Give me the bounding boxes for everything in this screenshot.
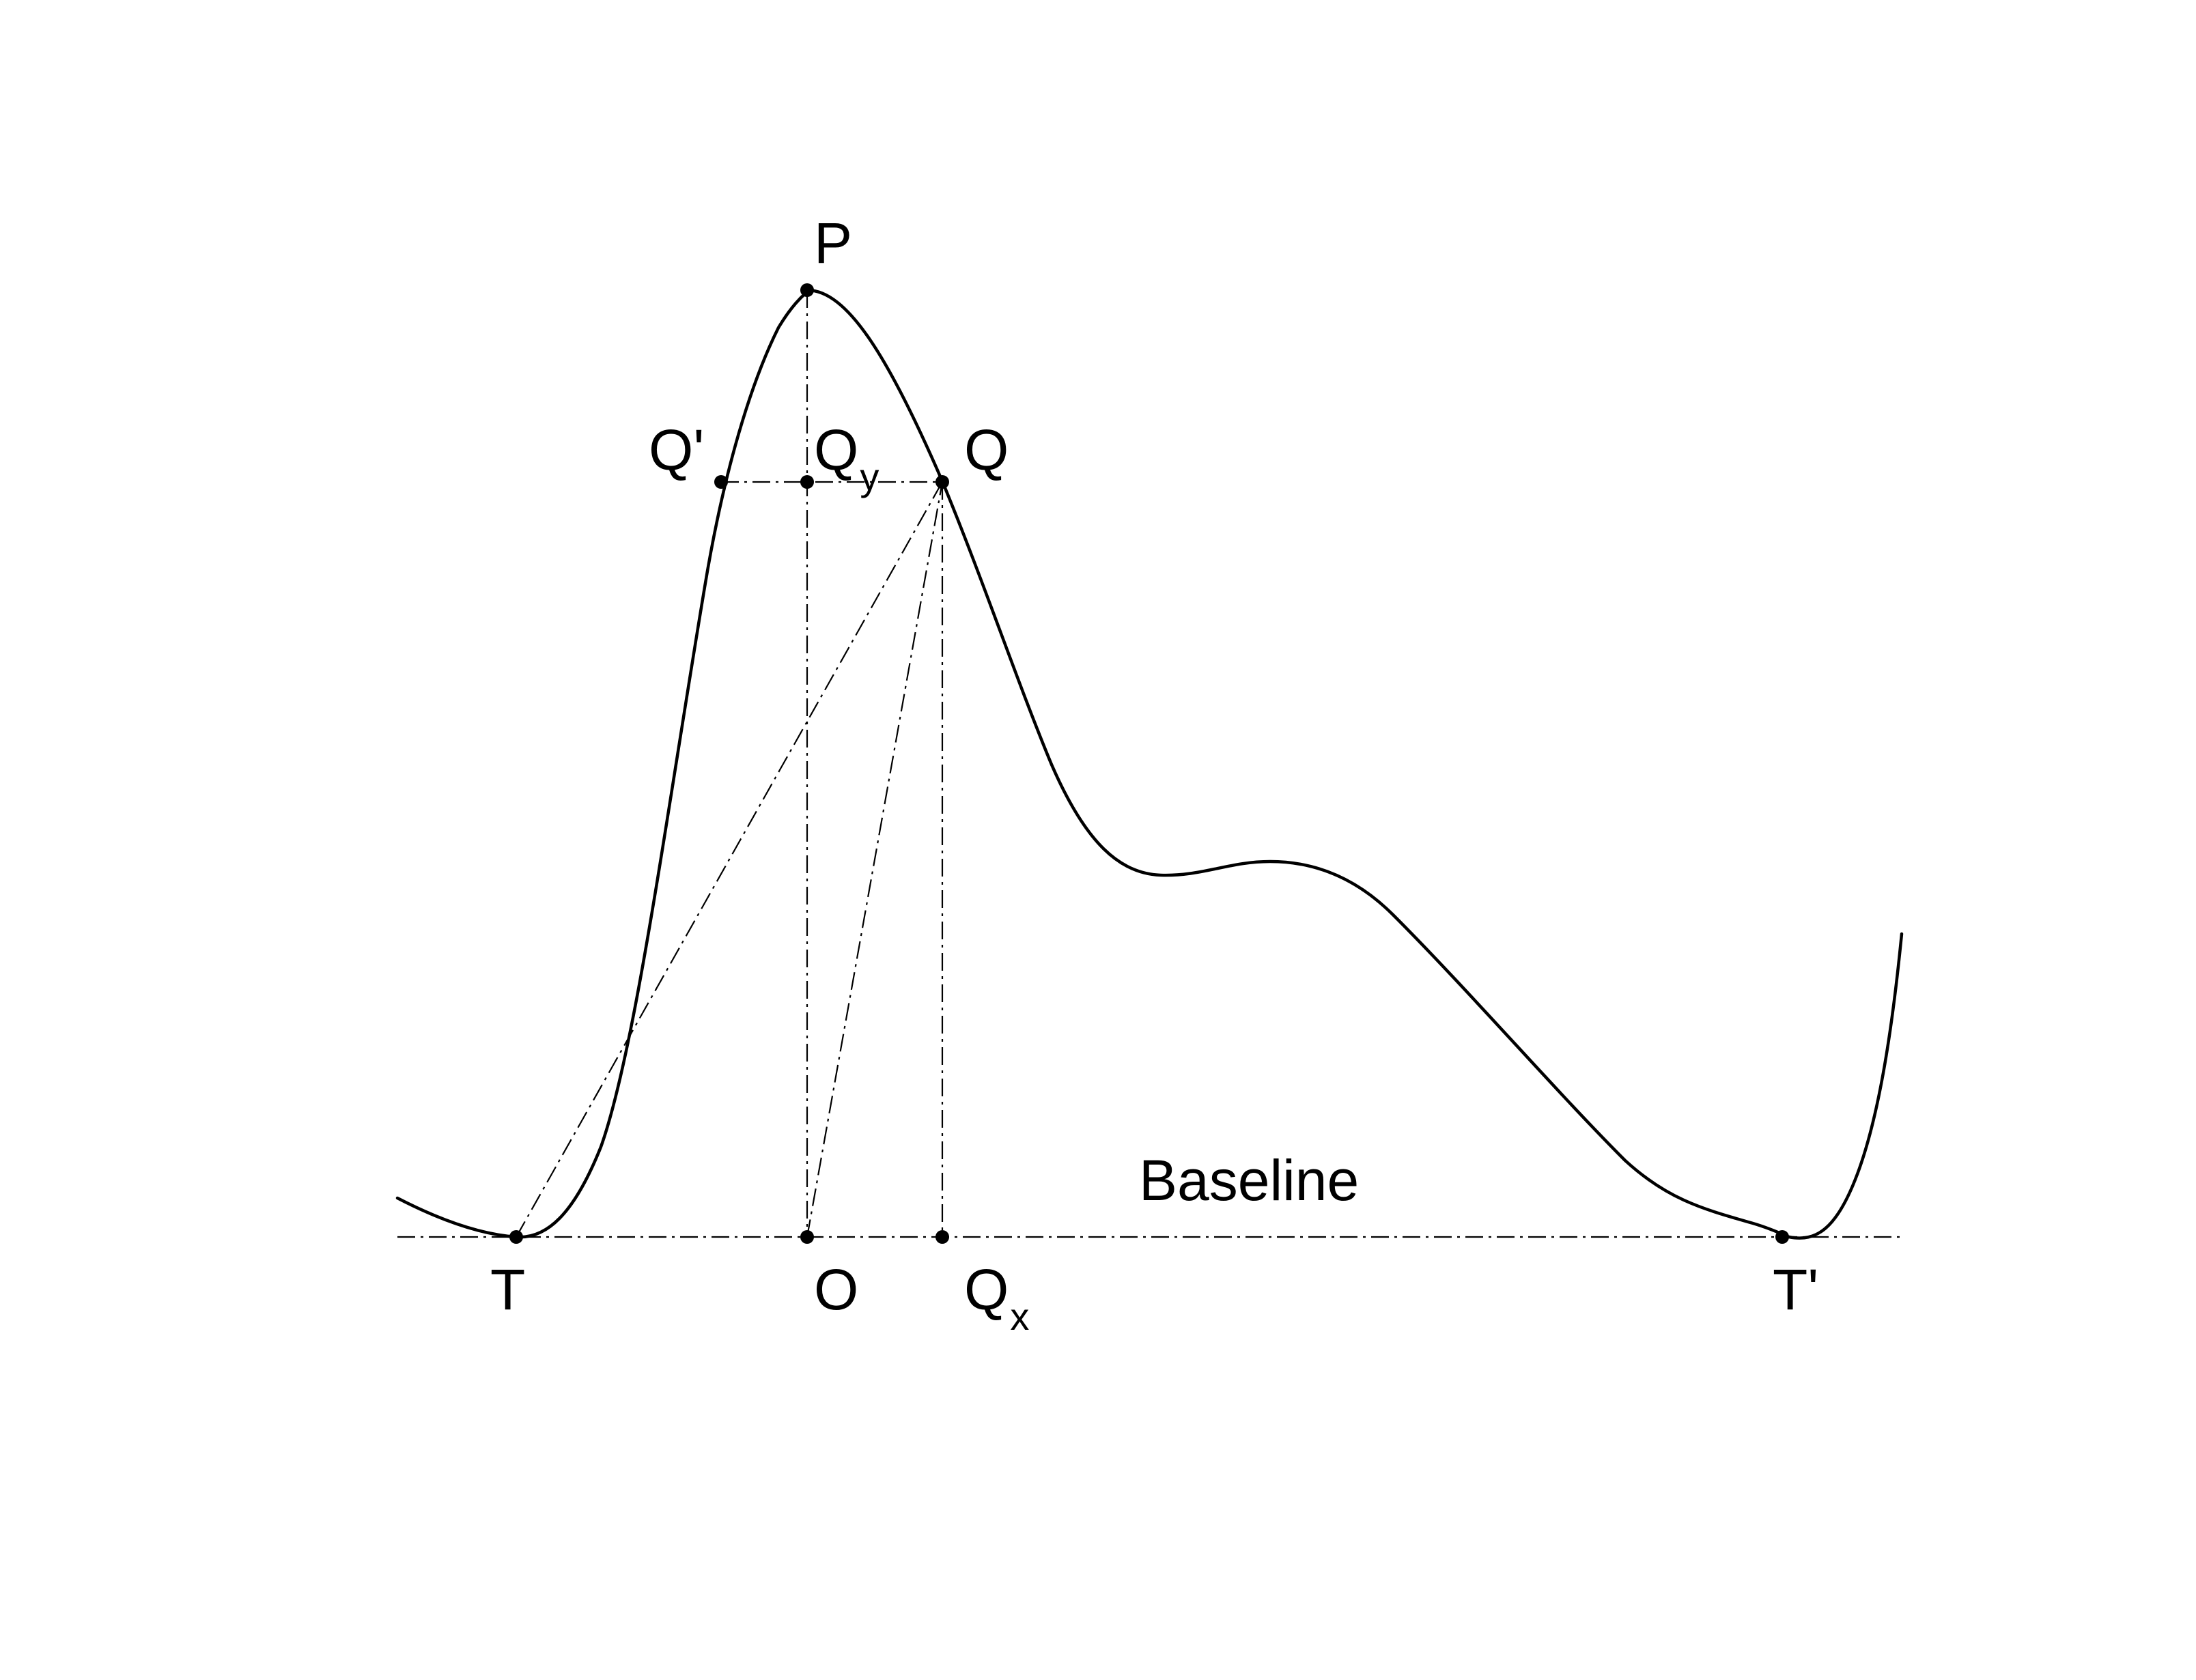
point-o [800,1230,814,1244]
label-p: P [814,211,852,275]
label-q: Q [964,418,1009,482]
label-t-prime: T' [1773,1257,1818,1322]
point-t-prime [1775,1230,1789,1244]
label-q-prime: Q' [649,418,704,482]
label-o: O [814,1257,858,1322]
point-q-x [935,1230,949,1244]
point-q [935,475,949,489]
point-t [509,1230,523,1244]
point-p [800,283,814,297]
label-q-y: Qy [814,418,879,498]
label-q-x: Qx [964,1257,1029,1338]
label-q-x-sub: x [1010,1295,1029,1338]
label-q-y-sub: y [860,455,879,498]
point-q-prime [714,475,728,489]
label-t: T [490,1257,525,1322]
label-baseline: Baseline [1139,1148,1359,1212]
label-q-x-main: Q [964,1257,1009,1322]
point-q-y [800,475,814,489]
t-q-diagonal-line [516,482,942,1237]
label-q-y-main: Q [814,418,858,482]
o-q-diagonal-line [807,482,942,1237]
waveform-curve [397,290,1902,1238]
